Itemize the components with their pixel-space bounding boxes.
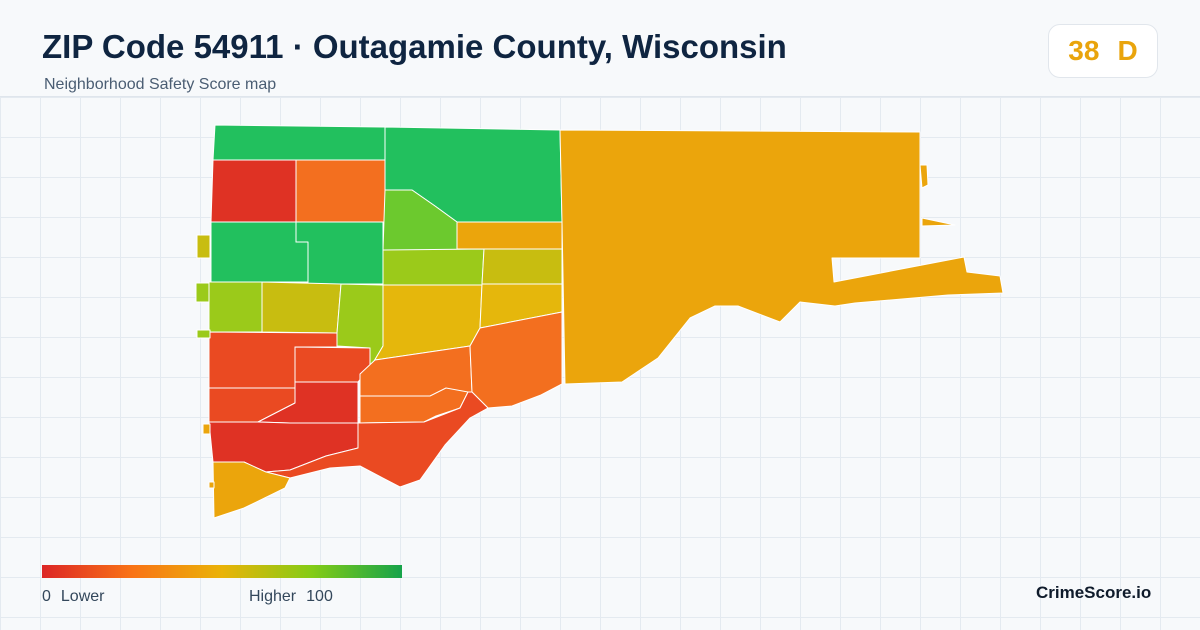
map-region[interactable] [295,221,384,285]
score-badge: 38 D [1048,24,1158,78]
map-region[interactable] [919,164,929,189]
map-region[interactable] [212,461,291,519]
header: ZIP Code 54911 · Outagamie County, Wisco… [0,0,1200,97]
score-value: 38 [1068,35,1100,66]
score-grade: D [1117,35,1138,66]
legend-max-label: Higher [249,588,297,605]
legend-gradient-bar [42,565,402,578]
map-region[interactable] [212,124,386,161]
brand-label: CrimeScore.io [1036,583,1152,602]
map-region[interactable] [469,311,563,409]
map-region[interactable] [195,282,210,303]
map-region[interactable] [261,281,342,334]
map-region[interactable] [559,129,1004,385]
map-region[interactable] [202,423,211,435]
page-title: ZIP Code 54911 · Outagamie County, Wisco… [42,28,787,65]
map-region[interactable] [210,221,309,283]
map-region[interactable] [921,217,956,227]
map-region[interactable] [196,234,211,259]
map-region[interactable] [481,248,563,285]
legend-min-label: Lower [60,588,105,605]
legend-min: 0 Lower [42,588,114,606]
map-region[interactable] [456,221,563,250]
map-region[interactable] [196,329,211,339]
map-region[interactable] [295,159,386,223]
legend-max-value: 100 [306,588,333,605]
map-region[interactable] [265,391,489,488]
map-region[interactable] [382,248,485,286]
map-region[interactable] [208,481,215,489]
legend-max: Higher 100 [249,588,343,606]
map-region[interactable] [208,281,263,333]
page-subtitle: Neighborhood Safety Score map [44,76,277,93]
map-region[interactable] [210,159,297,223]
legend-min-value: 0 [42,588,51,605]
map-region[interactable] [294,346,371,383]
